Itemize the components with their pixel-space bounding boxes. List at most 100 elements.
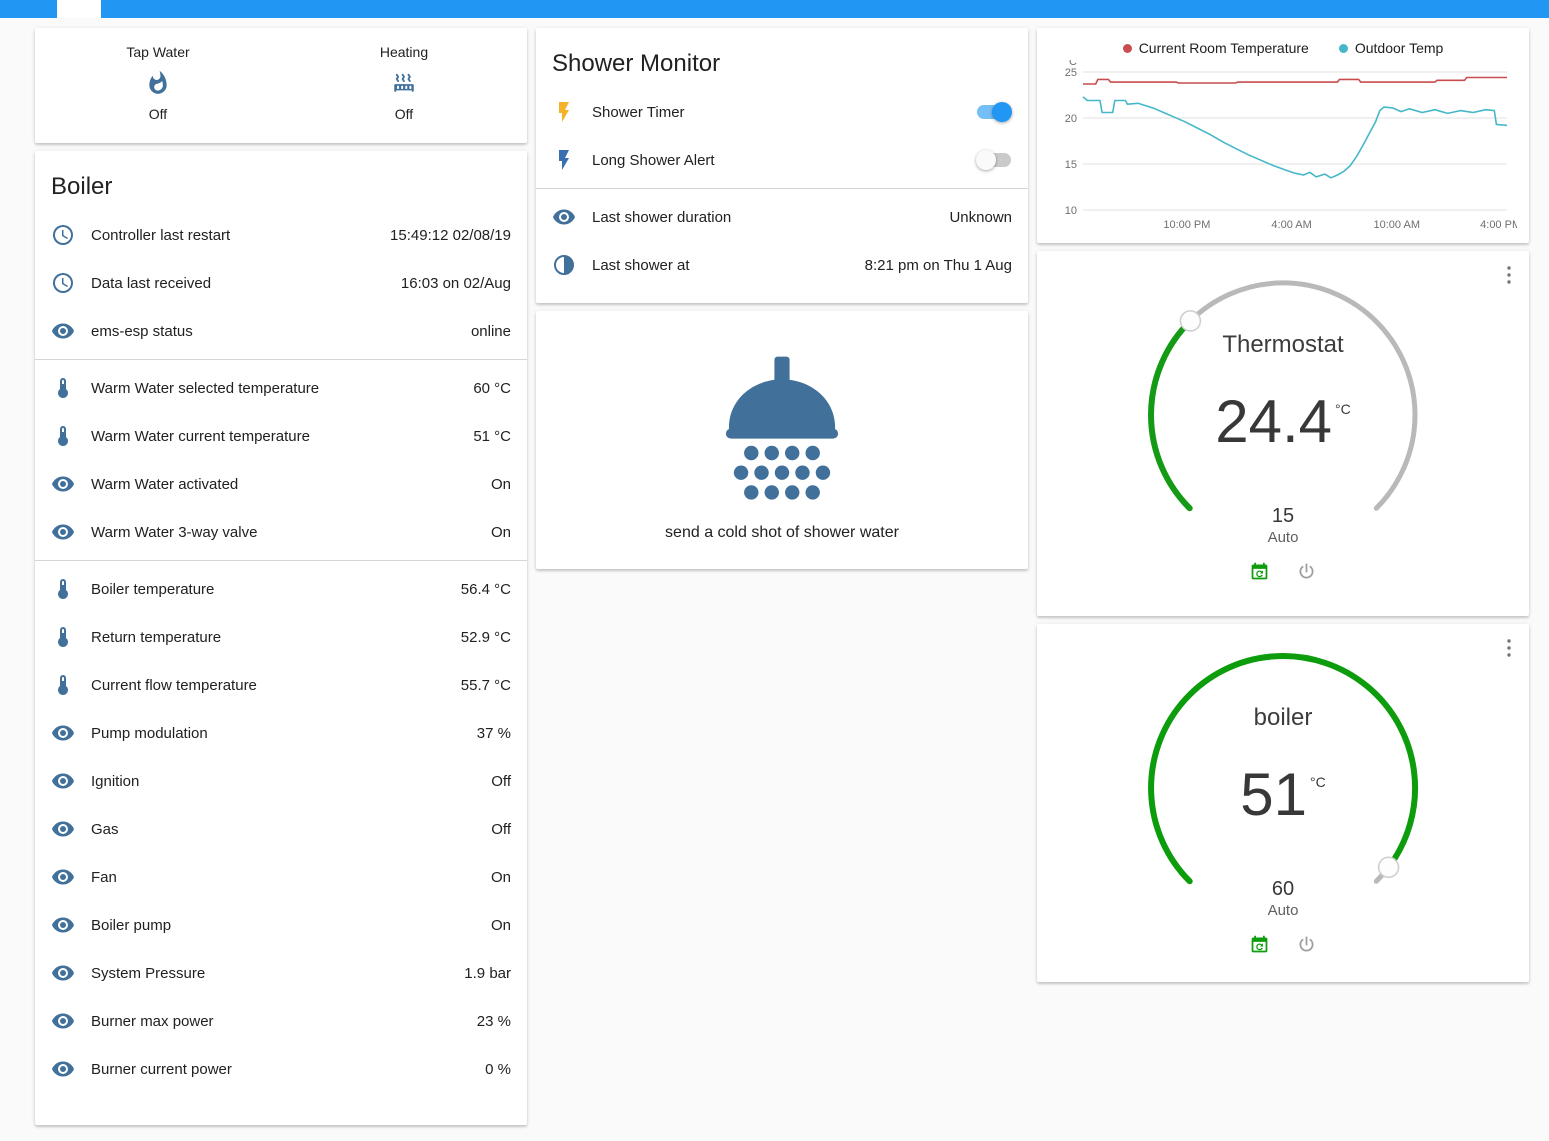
eye-icon: [51, 319, 75, 343]
svg-text:10:00 AM: 10:00 AM: [1374, 219, 1420, 231]
middle-column: Shower Monitor Shower Timer Long Shower A…: [536, 28, 1028, 569]
entity-row[interactable]: ems-esp status online: [35, 307, 527, 355]
gauge-value: 51 °C: [1240, 761, 1326, 828]
row-label: Burner current power: [91, 1060, 232, 1078]
boiler-dial[interactable]: [1133, 638, 1433, 938]
entity-row[interactable]: Warm Water 3-way valve On: [35, 508, 527, 556]
row-label: Boiler pump: [91, 916, 172, 934]
shower-head-icon[interactable]: [691, 338, 873, 524]
divider: [536, 188, 1028, 189]
calendar-sync-icon[interactable]: [1249, 934, 1270, 955]
row-value: 15:49:12 02/08/19: [390, 226, 511, 244]
calendar-sync-icon[interactable]: [1249, 561, 1270, 582]
boiler-entity-list: Controller last restart 15:49:12 02/08/19…: [35, 211, 527, 1093]
tap-water-heating-card: Tap Water Off Heating Off: [35, 28, 527, 143]
entity-row[interactable]: Warm Water selected temperature 60 °C: [35, 364, 527, 412]
row-label: Data last received: [91, 274, 212, 292]
thermometer-icon: [51, 376, 75, 400]
gauge-mode[interactable]: Auto: [1267, 902, 1299, 919]
entity-row[interactable]: Pump modulation 37 %: [35, 709, 527, 757]
shower-toggle-list: Shower Timer Long Shower Alert: [536, 88, 1028, 184]
gauge-knob[interactable]: [1377, 856, 1400, 879]
row-label: System Pressure: [91, 964, 206, 982]
temperature-history-card: Current Room Temperature Outdoor Temp 10 1…: [1037, 28, 1529, 243]
toggle-switch[interactable]: [976, 102, 1012, 122]
shower-info-list: Last shower duration Unknown Last shower a…: [536, 193, 1028, 289]
entity-row[interactable]: Ignition Off: [35, 757, 527, 805]
entity-row[interactable]: Controller last restart 15:49:12 02/08/19: [35, 211, 527, 259]
entity-row[interactable]: Warm Water activated On: [35, 460, 527, 508]
thermostat-dial[interactable]: [1133, 265, 1433, 565]
row-label: Last shower at: [592, 256, 690, 274]
svg-text:20: 20: [1065, 113, 1077, 125]
entity-row[interactable]: Burner max power 23 %: [35, 997, 527, 1045]
entity-row[interactable]: Current flow temperature 55.7 °C: [35, 661, 527, 709]
row-label: Warm Water activated: [91, 475, 239, 493]
power-icon[interactable]: [1296, 561, 1317, 582]
row-label: Fan: [91, 868, 117, 886]
status-label: Tap Water: [126, 44, 190, 60]
eye-icon: [51, 1009, 75, 1033]
row-label: Return temperature: [91, 628, 222, 646]
entity-row[interactable]: Fan On: [35, 853, 527, 901]
gauge-title: Thermostat: [1222, 331, 1344, 358]
thermostat-gauge: Thermostat 24.4 °C 15 Auto: [1133, 265, 1433, 601]
status-state: Off: [148, 106, 168, 122]
chart-legend: Current Room Temperature Outdoor Temp: [1049, 36, 1517, 60]
heating-status[interactable]: Heating Off: [281, 44, 527, 133]
action-label: send a cold shot of shower water: [665, 524, 899, 541]
entity-row[interactable]: Warm Water current temperature 51 °C: [35, 412, 527, 460]
row-label: Controller last restart: [91, 226, 231, 244]
status-label: Heating: [379, 44, 429, 60]
row-label: Boiler temperature: [91, 580, 215, 598]
thermometer-icon: [51, 625, 75, 649]
gauge-mode[interactable]: Auto: [1267, 529, 1299, 546]
svg-text:10: 10: [1065, 205, 1077, 217]
row-value: Unknown: [949, 208, 1012, 226]
entity-row[interactable]: Boiler pump On: [35, 901, 527, 949]
eye-icon: [51, 961, 75, 985]
row-label: Gas: [91, 820, 119, 838]
entity-row[interactable]: System Pressure 1.9 bar: [35, 949, 527, 997]
radiator-icon: [391, 70, 417, 96]
eye-icon: [51, 865, 75, 889]
legend-dot: [1338, 43, 1348, 53]
thermometer-icon: [51, 577, 75, 601]
gauge-setpoint: 60: [1271, 878, 1295, 900]
row-label: Current flow temperature: [91, 676, 257, 694]
gauge-knob[interactable]: [1179, 310, 1202, 332]
entity-row[interactable]: Boiler temperature 56.4 °C: [35, 565, 527, 613]
entity-row[interactable]: Gas Off: [35, 805, 527, 853]
row-value: 52.9 °C: [460, 628, 511, 646]
active-tab-indicator[interactable]: [57, 0, 101, 18]
row-value: 56.4 °C: [460, 580, 511, 598]
tap-water-status[interactable]: Tap Water Off: [35, 44, 281, 133]
toggle-row[interactable]: Long Shower Alert: [536, 136, 1028, 184]
entity-row[interactable]: Return temperature 52.9 °C: [35, 613, 527, 661]
eye-icon: [51, 520, 75, 544]
gauge-actions: [1133, 934, 1433, 955]
entity-row[interactable]: Burner current power 0 %: [35, 1045, 527, 1093]
gauge-value: 24.4 °C: [1215, 388, 1351, 455]
toggle-thumb: [992, 102, 1012, 122]
left-column: Tap Water Off Heating Off Boiler Control…: [35, 28, 527, 1125]
gauge-actions: [1133, 561, 1433, 582]
entity-row[interactable]: Data last received 16:03 on 02/Aug: [35, 259, 527, 307]
entity-row[interactable]: Last shower duration Unknown: [536, 193, 1028, 241]
half-moon-icon: [552, 253, 576, 277]
boiler-gauge: boiler 51 °C 60 Auto: [1133, 638, 1433, 974]
entity-row[interactable]: Last shower at 8:21 pm on Thu 1 Aug: [536, 241, 1028, 289]
flash-icon: [552, 148, 576, 172]
legend-item: Current Room Temperature: [1122, 40, 1309, 56]
toggle-switch[interactable]: [976, 150, 1012, 170]
dots-menu-icon[interactable]: [1497, 636, 1521, 660]
shower-monitor-card: Shower Monitor Shower Timer Long Shower A…: [536, 28, 1028, 303]
toggle-row[interactable]: Shower Timer: [536, 88, 1028, 136]
flash-icon: [552, 100, 576, 124]
row-value: 51 °C: [473, 427, 511, 445]
dots-menu-icon[interactable]: [1497, 263, 1521, 287]
gauge-active-arc: [1148, 653, 1419, 885]
thermometer-icon: [51, 424, 75, 448]
gauge-unit: °C: [1310, 774, 1326, 790]
power-icon[interactable]: [1296, 934, 1317, 955]
